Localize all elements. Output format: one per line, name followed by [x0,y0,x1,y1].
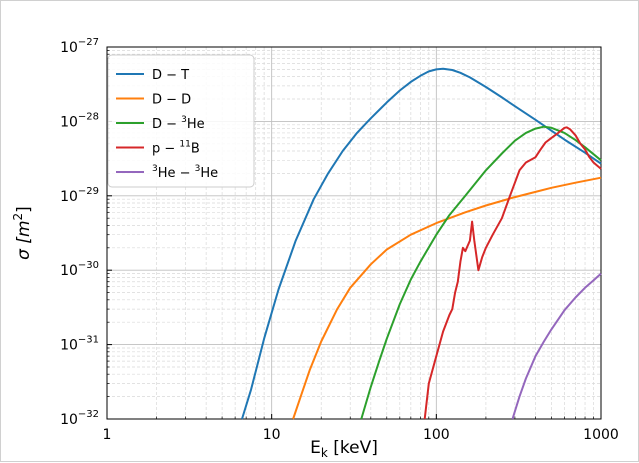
legend: D − T D − D D − 3He p − 11B 3He − 3He [107,54,255,188]
legend-box [107,54,255,188]
y-axis-label: σ [m2] [11,206,34,260]
x-tick-label: 1000 [583,427,619,443]
series-line-2 [360,125,602,420]
series-line-0 [241,67,602,420]
y-tick-label: 10−30 [60,260,99,279]
y-tick-label: 10−32 [60,409,99,428]
y-tick-label: 10−27 [60,37,99,56]
x-tick-labels: 1 10 100 1000 [103,427,619,443]
y-tick-label: 10−28 [60,111,99,130]
x-tick-label: 1 [103,427,112,443]
series-line-3 [423,126,602,420]
y-tick-labels: 10−32 10−31 10−30 10−29 10−28 10−27 [60,37,99,428]
legend-label-4: 3He − 3He [152,164,218,181]
x-tick-label: 10 [263,427,281,443]
y-tick-label: 10−31 [60,335,99,354]
series-lines [241,67,602,420]
legend-label-0: D − T [152,68,189,83]
x-axis-label: Ek [keV] [310,438,378,460]
series-line-4 [511,272,602,420]
legend-label-1: D − D [152,93,191,108]
legend-label-2: D − 3He [152,115,205,132]
y-tick-label: 10−29 [60,186,99,205]
series-line-1 [292,176,602,420]
plot-area-border [106,46,602,420]
legend-label-3: p − 11B [152,140,200,157]
x-tick-label: 100 [423,427,450,443]
